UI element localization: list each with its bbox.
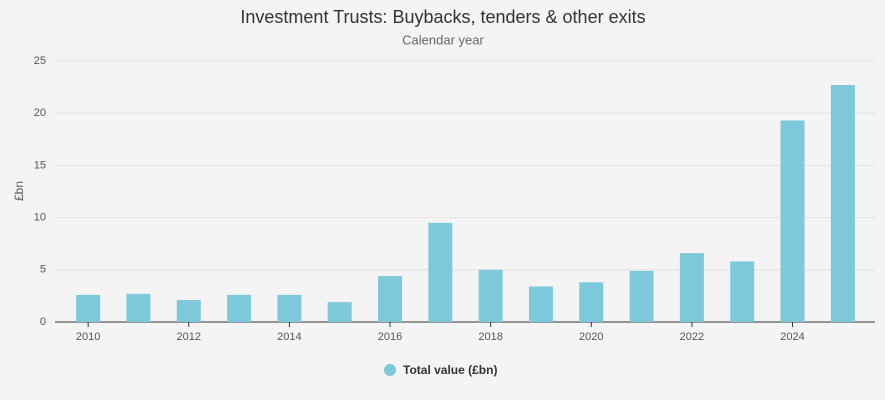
x-tick-label: 2022 bbox=[680, 331, 704, 343]
bar bbox=[830, 85, 855, 323]
y-tick-label: 25 bbox=[34, 55, 46, 67]
bar bbox=[277, 294, 302, 322]
y-axis-label: £bn bbox=[12, 181, 26, 201]
y-tick-label: 15 bbox=[34, 159, 46, 171]
x-tick-label: 2016 bbox=[378, 331, 402, 343]
x-tick-label: 2018 bbox=[478, 331, 502, 343]
bar bbox=[579, 282, 604, 322]
y-tick-label: 0 bbox=[40, 316, 46, 328]
bar bbox=[528, 286, 553, 322]
bar bbox=[227, 294, 252, 322]
x-tick-label: 2012 bbox=[177, 331, 201, 343]
x-tick-label: 2010 bbox=[76, 331, 100, 343]
bar bbox=[478, 269, 503, 322]
legend-label[interactable]: Total value (£bn) bbox=[403, 363, 497, 377]
bar bbox=[780, 120, 805, 323]
bar bbox=[629, 270, 654, 322]
x-tick-label: 2014 bbox=[277, 331, 301, 343]
x-tick-label: 2024 bbox=[780, 331, 804, 343]
y-tick-label: 20 bbox=[34, 107, 46, 119]
legend-marker[interactable] bbox=[384, 364, 396, 376]
bar bbox=[378, 276, 403, 322]
bar bbox=[428, 222, 453, 322]
y-tick-label: 10 bbox=[34, 212, 46, 224]
x-tick-label: 2020 bbox=[579, 331, 603, 343]
bar bbox=[76, 294, 101, 322]
chart-subtitle: Calendar year bbox=[402, 32, 484, 47]
bar bbox=[327, 302, 352, 322]
bar bbox=[730, 261, 755, 322]
bar bbox=[126, 293, 151, 322]
bar bbox=[176, 300, 201, 322]
chart-title: Investment Trusts: Buybacks, tenders & o… bbox=[240, 7, 645, 27]
y-tick-label: 5 bbox=[40, 264, 46, 276]
bar bbox=[679, 253, 704, 322]
